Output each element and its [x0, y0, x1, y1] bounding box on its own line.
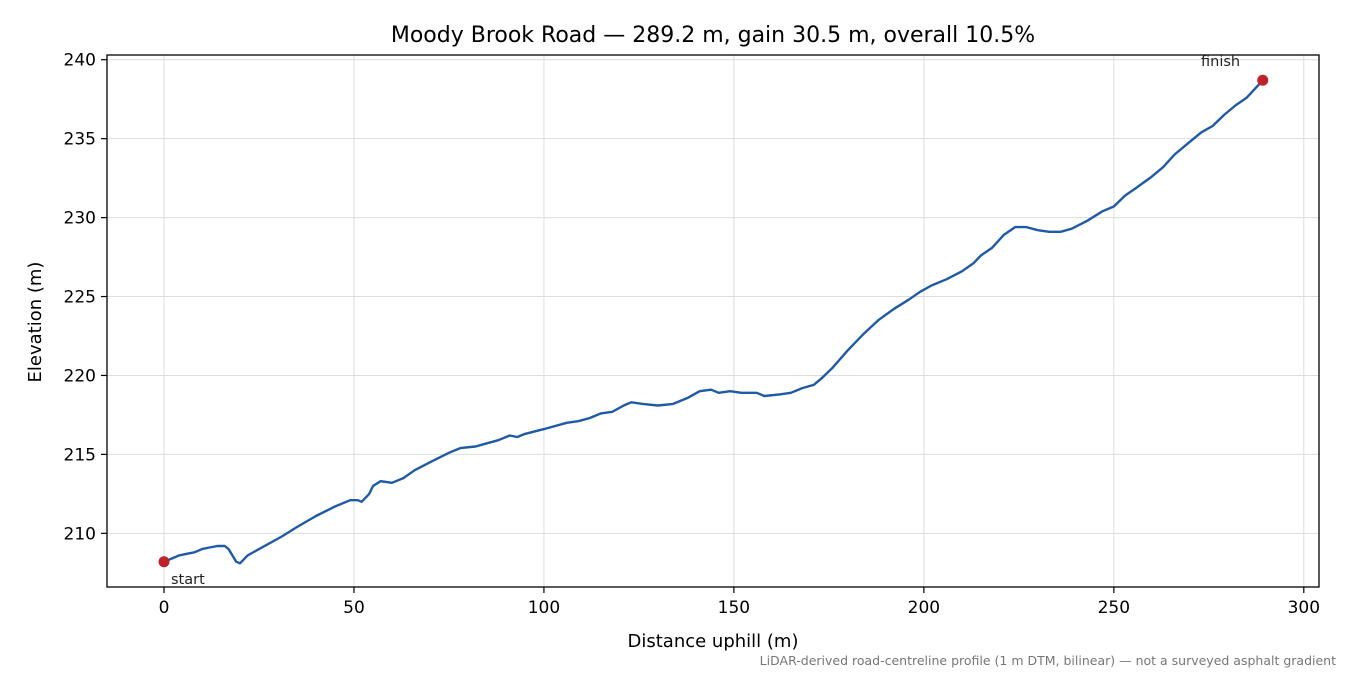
y-axis-label: Elevation (m) — [25, 262, 46, 383]
x-tick-label: 150 — [718, 598, 750, 618]
y-tick-label: 240 — [64, 51, 96, 71]
x-tick-label: 300 — [1288, 598, 1320, 618]
plot-frame — [106, 54, 1320, 588]
finish-annotation: finish — [1201, 54, 1240, 70]
y-tick-label: 225 — [64, 288, 96, 308]
y-tick-label: 210 — [64, 524, 96, 544]
elevation-series-line — [162, 79, 1264, 565]
x-tick-label: 250 — [1098, 598, 1130, 618]
y-tick-label: 235 — [64, 130, 96, 150]
start-point-marker — [158, 556, 170, 568]
x-tick-label: 0 — [159, 598, 170, 618]
grid — [107, 55, 1319, 587]
start-annotation: start — [171, 572, 205, 588]
chart-title: Moody Brook Road — 289.2 m, gain 30.5 m,… — [391, 23, 1035, 48]
y-tick-label: 230 — [64, 209, 96, 229]
endpoint-markers — [158, 74, 1269, 568]
y-tick-label: 215 — [64, 445, 96, 465]
axis-ticks: 0 50 100 150 200 250 300 210 215 220 225 230 235 240 — [64, 51, 1320, 618]
x-tick-label: 50 — [343, 598, 365, 618]
y-tick-label: 220 — [64, 366, 96, 386]
x-tick-label: 100 — [528, 598, 560, 618]
finish-point-marker — [1257, 74, 1269, 86]
x-tick-label: 200 — [908, 598, 940, 618]
x-axis-label: Distance uphill (m) — [628, 631, 799, 652]
footnote: LiDAR-derived road-centreline profile (1… — [760, 653, 1336, 668]
